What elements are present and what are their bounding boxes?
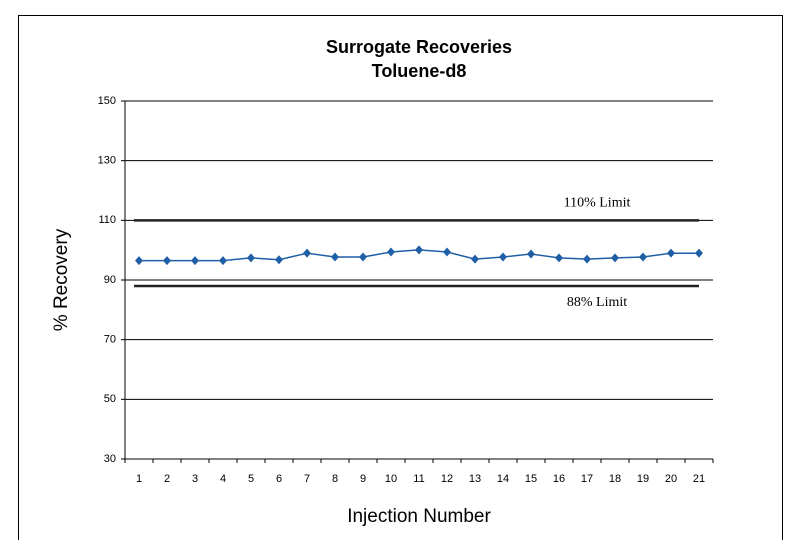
chart-title: Surrogate Recoveries xyxy=(326,37,512,57)
data-point xyxy=(555,253,563,263)
y-tick-label: 150 xyxy=(98,95,116,107)
x-tick-label: 3 xyxy=(192,473,198,485)
y-tick-label: 110 xyxy=(98,214,116,226)
x-tick-label: 13 xyxy=(469,473,481,485)
x-tick-label: 20 xyxy=(665,473,677,485)
data-point xyxy=(499,252,507,262)
x-tick-label: 7 xyxy=(304,473,310,485)
data-point xyxy=(163,256,171,266)
x-tick-label: 19 xyxy=(637,473,649,485)
x-tick-label: 16 xyxy=(553,473,565,485)
y-tick-label: 70 xyxy=(104,334,116,346)
data-point xyxy=(135,256,143,266)
x-tick-label: 6 xyxy=(276,473,282,485)
y-tick-label: 30 xyxy=(104,453,116,465)
data-point xyxy=(611,253,619,263)
data-point xyxy=(191,256,199,266)
data-point xyxy=(303,248,311,258)
data-point xyxy=(247,253,255,263)
limit-label: 88% Limit xyxy=(567,295,627,310)
data-point xyxy=(415,245,423,255)
data-point xyxy=(583,254,591,264)
y-tick-label: 50 xyxy=(104,393,116,405)
x-tick-label: 10 xyxy=(385,473,397,485)
y-tick-label: 90 xyxy=(104,274,116,286)
data-point xyxy=(443,247,451,257)
data-point xyxy=(387,247,395,257)
y-axis-label: % Recovery xyxy=(51,228,72,331)
data-point xyxy=(639,252,647,262)
x-tick-label: 21 xyxy=(693,473,705,485)
data-point xyxy=(359,252,367,262)
x-tick-label: 14 xyxy=(497,473,509,485)
data-point xyxy=(275,255,283,265)
x-tick-label: 17 xyxy=(581,473,593,485)
chart-frame xyxy=(18,15,783,540)
chart-subtitle: Toluene-d8 xyxy=(372,61,467,81)
x-tick-label: 8 xyxy=(332,473,338,485)
x-axis-label: Injection Number xyxy=(347,506,491,527)
x-tick-label: 11 xyxy=(413,473,424,485)
x-tick-label: 12 xyxy=(441,473,453,485)
limit-label: 110% Limit xyxy=(564,196,631,211)
x-tick-label: 5 xyxy=(248,473,254,485)
data-point xyxy=(219,256,227,266)
x-tick-label: 15 xyxy=(525,473,537,485)
data-point xyxy=(471,254,479,264)
x-tick-label: 9 xyxy=(360,473,366,485)
x-tick-label: 18 xyxy=(609,473,621,485)
x-tick-label: 4 xyxy=(220,473,226,485)
data-point xyxy=(667,248,675,258)
y-tick-label: 130 xyxy=(98,155,116,167)
x-tick-label: 2 xyxy=(164,473,170,485)
x-tick-label: 1 xyxy=(136,473,142,485)
data-point xyxy=(331,252,339,262)
data-point xyxy=(695,248,703,258)
data-point xyxy=(527,249,535,259)
